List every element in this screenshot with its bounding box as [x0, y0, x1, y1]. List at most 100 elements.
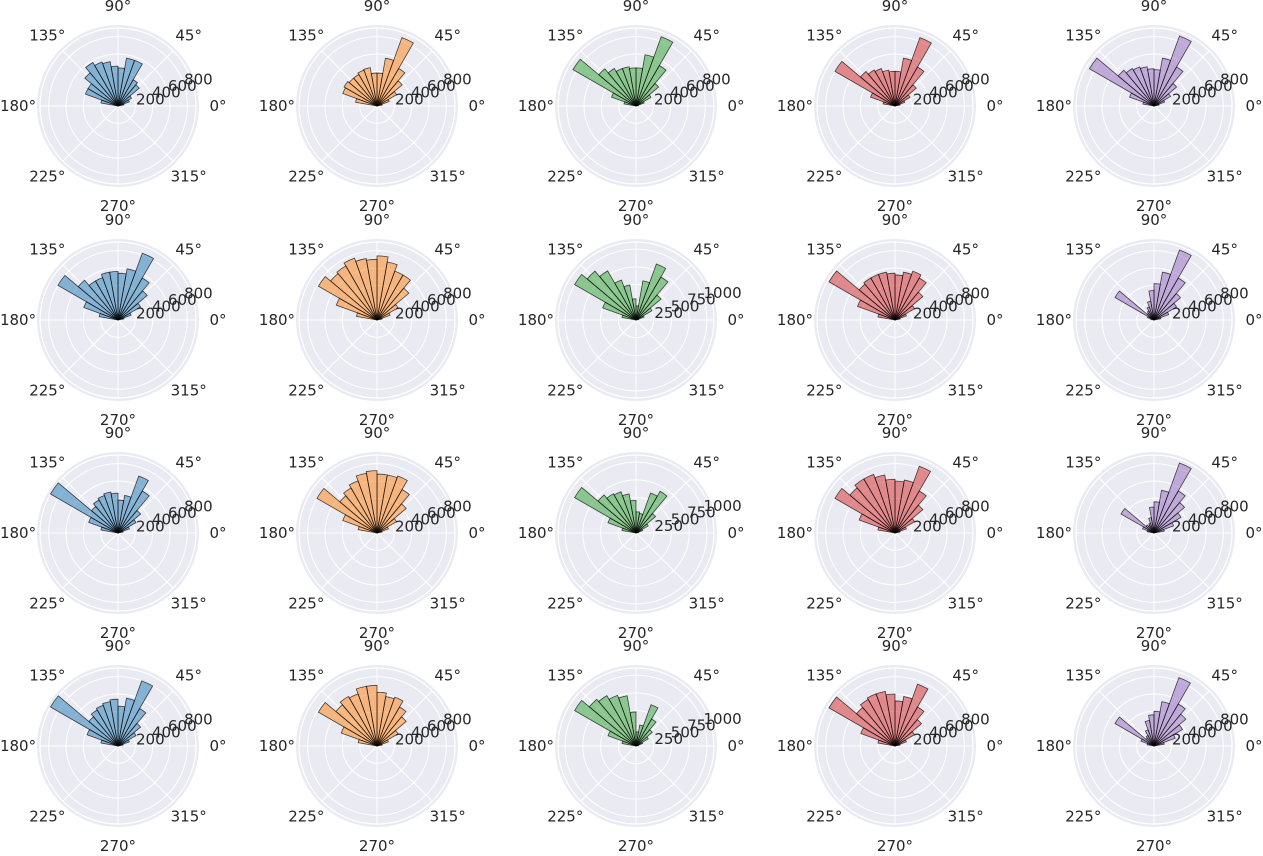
histogram-bar [376, 57, 395, 107]
angle-tick-label: 270° [877, 197, 913, 215]
radial-tick-label: 800 [961, 285, 990, 303]
radial-tick-label: 800 [961, 711, 990, 729]
angle-tick-label: 0° [727, 524, 744, 542]
radial-tick-label: 200 [395, 517, 424, 535]
angle-tick-label: 180° [777, 524, 813, 542]
histogram-bar [635, 492, 658, 534]
histogram-bar [1142, 526, 1155, 534]
radial-tick-label: 800 [961, 71, 990, 89]
histogram-bar [85, 61, 119, 107]
angle-tick-label: 180° [518, 737, 554, 755]
angle-tick-label: 315° [171, 168, 207, 186]
histogram-bar [621, 740, 637, 747]
histogram-bar [356, 312, 378, 321]
radial-tick-label: 750 [687, 717, 716, 735]
angular-gridline [894, 105, 951, 162]
histogram-bar [88, 516, 119, 534]
angular-gridline [1098, 105, 1155, 162]
angle-tick-label: 135° [288, 240, 324, 258]
histogram-bar [877, 313, 896, 321]
radial-tick-label: 600 [427, 504, 456, 522]
radial-tick-label: 1000 [704, 284, 742, 302]
angle-tick-label: 315° [948, 808, 984, 826]
radial-tick-label: 200 [136, 304, 165, 322]
angle-tick-label: 0° [727, 97, 744, 115]
angle-tick-label: 270° [359, 837, 395, 855]
angle-tick-label: 315° [1207, 595, 1243, 613]
histogram-bar [376, 255, 389, 321]
angle-tick-label: 0° [209, 311, 226, 329]
histogram-bar [343, 80, 378, 107]
angle-tick-label: 45° [952, 26, 979, 44]
histogram-bar [1153, 701, 1170, 747]
angle-tick-label: 135° [806, 453, 842, 471]
angle-tick-label: 225° [29, 168, 65, 186]
radial-tick-label: 600 [427, 717, 456, 735]
histogram-bar [877, 526, 896, 534]
radial-tick-label: 800 [443, 71, 472, 89]
angle-tick-label: 0° [209, 97, 226, 115]
angle-tick-label: 135° [806, 240, 842, 258]
histogram-bar [894, 271, 913, 321]
angular-gridline [321, 319, 378, 376]
histogram-bar [1153, 249, 1192, 321]
angle-tick-label: 90° [1141, 211, 1168, 229]
histogram-bar [1114, 290, 1155, 321]
histogram-bar [854, 478, 896, 534]
angle-tick-label: 225° [547, 168, 583, 186]
histogram-bar [1153, 271, 1172, 321]
angular-gridline [635, 105, 692, 162]
angle-tick-label: 45° [175, 666, 202, 684]
angle-tick-label: 135° [29, 240, 65, 258]
histogram-bar [574, 699, 637, 747]
radial-tick-label: 400 [1188, 298, 1217, 316]
radial-tick-label: 400 [411, 724, 440, 742]
histogram-bar [1088, 57, 1155, 107]
angle-tick-label: 225° [288, 168, 324, 186]
angle-tick-label: 180° [777, 311, 813, 329]
angle-tick-label: 180° [259, 97, 295, 115]
histogram-bar [607, 517, 637, 534]
histogram-bar [335, 297, 378, 321]
angle-tick-label: 45° [952, 453, 979, 471]
angle-tick-label: 45° [434, 26, 461, 44]
radial-tick-label: 200 [136, 90, 165, 108]
angle-tick-label: 180° [777, 97, 813, 115]
angle-tick-label: 225° [1065, 808, 1101, 826]
histogram-bar [86, 728, 119, 747]
histogram-bar [572, 58, 637, 107]
radial-tick-label: 600 [1204, 717, 1233, 735]
histogram-bar [117, 57, 136, 107]
angle-tick-label: 135° [547, 26, 583, 44]
histogram-bar [1153, 677, 1191, 747]
angle-tick-label: 0° [727, 311, 744, 329]
angle-tick-label: 135° [29, 453, 65, 471]
angle-tick-label: 135° [1065, 666, 1101, 684]
radial-tick-label: 200 [1172, 517, 1201, 535]
histogram-bar [1153, 501, 1160, 534]
radial-tick-label: 400 [152, 84, 181, 102]
angle-tick-label: 90° [105, 424, 132, 442]
angle-tick-label: 315° [689, 168, 725, 186]
angle-tick-label: 0° [468, 737, 485, 755]
histogram-bar [607, 730, 637, 747]
angle-tick-label: 90° [882, 211, 909, 229]
angle-tick-label: 270° [359, 197, 395, 215]
angle-tick-label: 45° [434, 453, 461, 471]
angle-tick-label: 270° [1136, 837, 1172, 855]
histogram-bar [100, 99, 119, 107]
histogram-bar [1150, 318, 1155, 321]
radial-tick-label: 400 [411, 298, 440, 316]
histogram-bar [117, 494, 132, 534]
radial-tick-label: 800 [443, 285, 472, 303]
angle-tick-label: 225° [547, 595, 583, 613]
histogram-bar [635, 490, 668, 534]
radial-tick-label: 600 [1204, 504, 1233, 522]
histogram-bar [90, 709, 119, 747]
angle-tick-label: 135° [288, 666, 324, 684]
angle-tick-label: 225° [288, 382, 324, 400]
